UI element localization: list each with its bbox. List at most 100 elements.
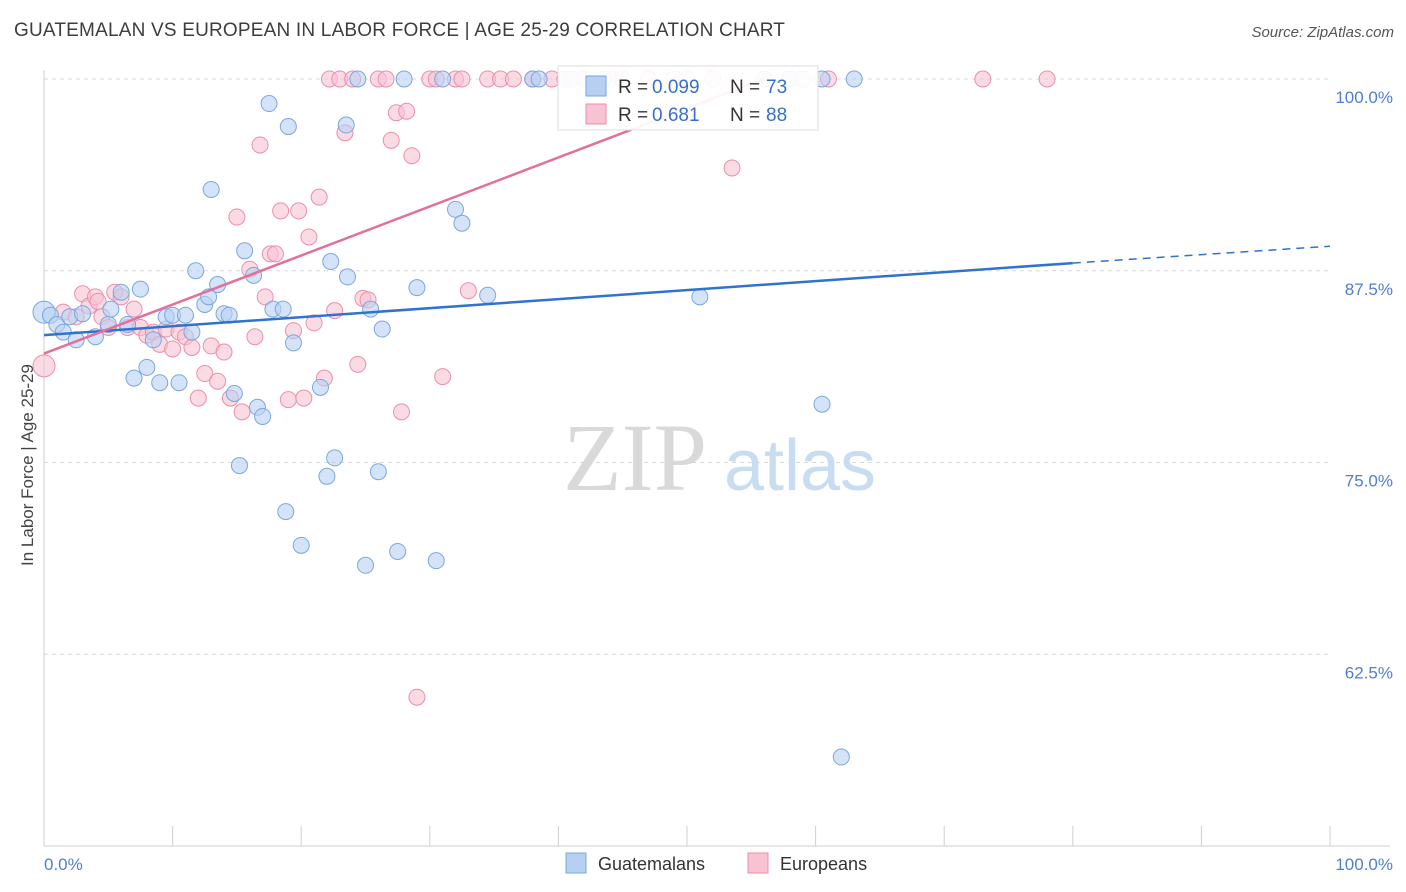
guatemalan-point	[389, 542, 407, 560]
guatemalan-point	[170, 374, 188, 392]
legend-swatch-guatemalans	[585, 75, 607, 97]
european-point	[256, 288, 274, 306]
guatemalan-point	[427, 552, 445, 570]
legend-r-value: 0.099	[652, 77, 700, 98]
european-point	[974, 70, 992, 88]
guatemalan-point	[369, 463, 387, 481]
european-point	[183, 338, 201, 356]
guatemalan-point	[832, 748, 850, 766]
european-point	[279, 391, 297, 409]
guatemalan-points	[32, 70, 863, 766]
guatemalan-point	[176, 306, 194, 324]
guatemalan-point	[434, 70, 452, 88]
guatemalan-point	[274, 300, 292, 318]
european-point	[377, 70, 395, 88]
legend-r-label: R =	[618, 105, 648, 126]
guatemalan-point	[322, 253, 340, 271]
legend-r-value: 0.681	[652, 105, 700, 126]
european-point	[196, 365, 214, 383]
european-point	[125, 300, 143, 318]
guatemalan-point	[254, 407, 272, 425]
guatemalan-point	[102, 300, 120, 318]
bottom-legend-swatch-guatemalans[interactable]	[565, 852, 587, 874]
source-label: Source: ZipAtlas.com	[1251, 24, 1394, 41]
y-tick-label: 87.5%	[1345, 280, 1393, 299]
guatemalan-point	[362, 300, 380, 318]
guatemalan-point	[138, 358, 156, 376]
guatemalan-point	[112, 283, 130, 301]
x-tick-label: 0.0%	[44, 855, 83, 874]
european-point	[382, 131, 400, 149]
guatemalan-point	[453, 214, 471, 232]
european-point	[251, 136, 269, 154]
bottom-legend-label-guatemalans[interactable]: Guatemalans	[598, 854, 705, 874]
european-points	[32, 70, 1056, 706]
guatemalan-point	[131, 280, 149, 298]
y-tick-label: 62.5%	[1345, 663, 1393, 682]
guatemalan-point	[530, 70, 548, 88]
guatemalan-trend-extension	[1072, 245, 1331, 264]
gridlines	[44, 78, 1330, 655]
guatemalan-point	[395, 70, 413, 88]
european-point	[189, 389, 207, 407]
guatemalan-point	[349, 70, 367, 88]
guatemalan-point	[337, 116, 355, 134]
european-point	[434, 368, 452, 386]
european-point	[295, 389, 313, 407]
european-point	[32, 354, 56, 378]
guatemalan-point	[183, 323, 201, 341]
guatemalan-point	[479, 286, 497, 304]
european-point	[349, 355, 367, 373]
european-point	[215, 343, 233, 361]
guatemalan-point	[74, 305, 92, 323]
legend-n-label: N =	[730, 77, 760, 98]
legend-n-label: N =	[730, 105, 760, 126]
watermark-atlas: atlas	[724, 426, 876, 506]
european-point	[403, 147, 421, 165]
european-point	[233, 403, 251, 421]
european-point	[272, 202, 290, 220]
european-point	[393, 403, 411, 421]
european-point	[290, 202, 308, 220]
guatemalan-point	[373, 320, 391, 338]
bottom-legend-swatch-europeans[interactable]	[747, 852, 769, 874]
european-point	[305, 314, 323, 332]
legend-r-label: R =	[618, 77, 648, 98]
guatemalan-point	[326, 449, 344, 467]
guatemalan-point	[125, 369, 143, 387]
guatemalan-point	[230, 457, 248, 475]
european-point	[723, 159, 741, 177]
guatemalan-point	[292, 536, 310, 554]
y-tick-label: 75.0%	[1345, 472, 1393, 491]
guatemalan-point	[318, 467, 336, 485]
axes: 100.0% 87.5% 75.0% 62.5% 0.0% 100.0%	[43, 70, 1393, 874]
guatemalan-point	[813, 395, 831, 413]
european-point	[459, 282, 477, 300]
guatemalan-point	[187, 262, 205, 280]
guatemalan-point	[202, 180, 220, 198]
guatemalan-point	[284, 334, 302, 352]
european-point	[209, 372, 227, 390]
legend: R = 0.099 N = 73 R = 0.681 N = 88	[557, 65, 819, 131]
legend-n-value: 73	[766, 77, 787, 98]
guatemalan-point	[845, 70, 863, 88]
bottom-legend: Guatemalans Europeans	[565, 852, 867, 874]
legend-n-value: 88	[766, 105, 787, 126]
chart-title: GUATEMALAN VS EUROPEAN IN LABOR FORCE | …	[14, 20, 786, 41]
guatemalan-point	[236, 242, 254, 260]
european-point	[246, 328, 264, 346]
guatemalan-point	[311, 378, 329, 396]
european-point	[164, 340, 182, 358]
y-tick-label: 100.0%	[1335, 88, 1393, 107]
guatemalan-point	[225, 384, 243, 402]
guatemalan-point	[144, 331, 162, 349]
bottom-legend-label-europeans[interactable]: Europeans	[780, 854, 867, 874]
european-point	[1038, 70, 1056, 88]
european-point	[300, 228, 318, 246]
x-tick-label: 100.0%	[1335, 855, 1393, 874]
legend-swatch-europeans	[585, 103, 607, 125]
guatemalan-point	[279, 118, 297, 136]
guatemalan-point	[447, 200, 465, 218]
guatemalan-point	[691, 288, 709, 306]
